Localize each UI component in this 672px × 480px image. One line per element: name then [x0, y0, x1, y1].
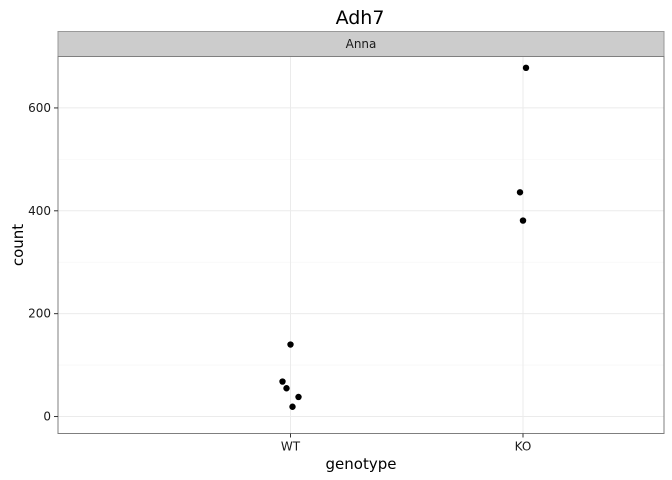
y-tick-label: 0 [43, 410, 51, 424]
facet-strip-label: Anna [346, 37, 377, 51]
y-tick-label: 400 [28, 204, 51, 218]
chart-title: Adh7 [336, 7, 385, 29]
facet-strip [57, 31, 665, 57]
x-tick-label: WT [281, 440, 301, 454]
data-point [522, 64, 530, 72]
x-axis: WT KO [281, 433, 532, 454]
data-point [287, 341, 294, 348]
data-point [519, 217, 527, 224]
data-point [295, 393, 302, 401]
x-axis-title: genotype [326, 455, 397, 473]
data-point [283, 385, 290, 392]
grid-lines [58, 56, 664, 434]
data-points [279, 64, 530, 410]
x-tick-label: KO [515, 440, 532, 454]
y-axis: 0 200 400 600 [28, 101, 58, 424]
data-point [289, 403, 296, 410]
y-tick-label: 200 [28, 307, 51, 321]
data-point [516, 189, 524, 196]
y-axis-title: count [9, 224, 27, 266]
data-point [279, 378, 286, 385]
panel-border [57, 56, 665, 434]
y-tick-label: 600 [28, 101, 51, 115]
